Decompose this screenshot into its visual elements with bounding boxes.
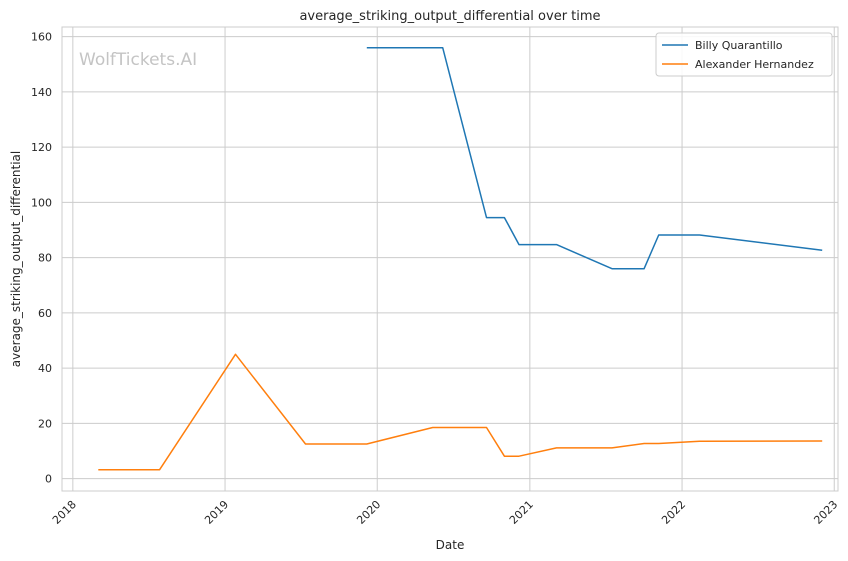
plot-area-frame [61, 26, 839, 492]
y-tick-label: 140 [31, 86, 52, 99]
y-tick-label: 100 [31, 196, 52, 209]
chart-title: average_striking_output_differential ove… [299, 9, 600, 24]
y-tick-label: 20 [38, 417, 52, 430]
y-tick-label: 160 [31, 31, 52, 44]
series-lines [98, 46, 823, 471]
legend-box [655, 32, 833, 77]
y-tick-label: 80 [38, 252, 52, 265]
y-axis-label: average_striking_output_differential [9, 151, 23, 367]
y-tick-label: 120 [31, 141, 52, 154]
watermark: WolfTickets.AI [79, 50, 197, 70]
legend: Billy Quarantillo Alexander Hernandez [655, 32, 833, 77]
y-tick-label: 0 [45, 473, 52, 486]
x-axis-label: Date [436, 538, 465, 552]
legend-label: Alexander Hernandez [695, 58, 814, 71]
y-tick-label: 60 [38, 307, 52, 320]
y-tick-label: 40 [38, 362, 52, 375]
series-line-2 [98, 353, 823, 471]
legend-label: Billy Quarantillo [695, 39, 783, 52]
grid [62, 27, 838, 491]
series-line-1 [366, 46, 823, 270]
